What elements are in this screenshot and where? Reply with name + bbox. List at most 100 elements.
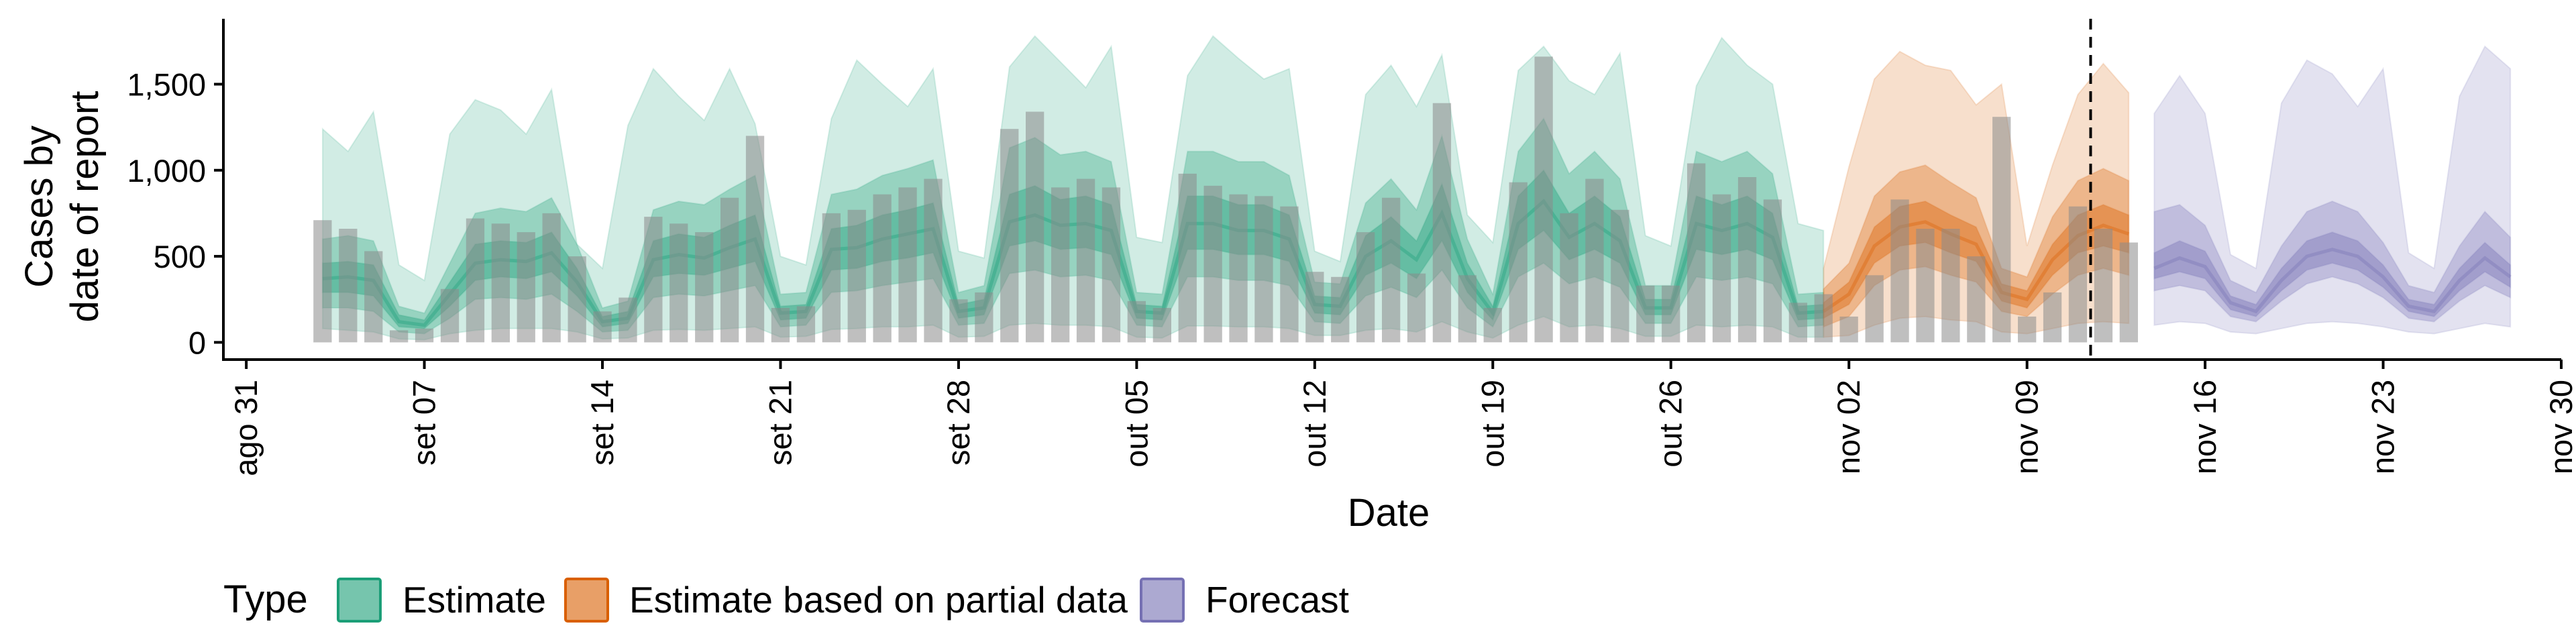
legend-item-partial: Estimate based on partial data <box>564 578 1128 623</box>
bar <box>390 330 409 343</box>
bar <box>1687 163 1706 343</box>
bar <box>1356 232 1375 343</box>
bar <box>2043 292 2062 343</box>
x-tick-label-nov-09: nov 09 <box>2009 380 2045 474</box>
x-tick-label-out-19: out 19 <box>1474 380 1510 468</box>
bar <box>593 311 612 343</box>
x-tick-label-out-12: out 12 <box>1297 380 1332 468</box>
bar <box>568 256 586 343</box>
x-tick-label-set-28: set 28 <box>941 380 976 466</box>
bar <box>440 288 460 343</box>
y-tick-label-500: 500 <box>154 239 206 274</box>
series-forecast <box>2153 45 2512 335</box>
bar <box>822 213 841 343</box>
bar <box>2018 316 2037 343</box>
bar <box>1331 276 1350 343</box>
legend-label-partial: Estimate based on partial data <box>629 579 1128 621</box>
bar <box>1051 187 1070 343</box>
bar <box>771 308 790 343</box>
bar <box>1076 178 1095 343</box>
bar <box>1280 206 1299 343</box>
y-axis-title-line-2: date of report <box>63 91 107 323</box>
forecast-band-90 <box>2153 45 2512 335</box>
x-tick-label-nov-02: nov 02 <box>1831 380 1866 474</box>
bar <box>339 229 358 343</box>
bar <box>2094 229 2113 343</box>
bar <box>1763 199 1782 343</box>
y-axis-title-line-1: Cases by <box>17 125 61 288</box>
bar <box>1534 56 1553 343</box>
legend-label-forecast: Forecast <box>1205 579 1349 621</box>
x-tick-label-set-14: set 14 <box>584 380 620 466</box>
y-ticks: 0 500 1,000 1,500 <box>127 66 223 360</box>
forecast-band-50 <box>2153 200 2512 323</box>
x-tick-label-ago-31: ago 31 <box>228 380 264 476</box>
bar <box>1788 303 1807 343</box>
bar <box>924 178 943 343</box>
bar <box>2119 242 2138 343</box>
bar <box>1305 272 1324 343</box>
legend-title: Type <box>223 578 308 621</box>
bar <box>1000 129 1019 343</box>
bar <box>491 223 510 343</box>
bar <box>1254 196 1273 343</box>
legend-swatch-forecast <box>1140 578 1185 623</box>
bar <box>1941 229 1960 343</box>
observed-bars-layer <box>313 56 2138 343</box>
bar <box>847 209 866 343</box>
bar <box>2068 206 2088 343</box>
y-axis-title: Cases by date of report <box>17 91 107 323</box>
bar <box>1127 301 1146 343</box>
bar <box>542 213 561 343</box>
bar <box>949 299 968 343</box>
bar <box>313 220 332 343</box>
bar <box>1152 308 1171 343</box>
bar <box>1203 185 1222 343</box>
legend-swatch-estimate <box>337 578 382 623</box>
bar <box>1890 199 1909 343</box>
bar <box>1814 294 1833 343</box>
bar <box>873 194 892 343</box>
y-tick-label-0: 0 <box>189 325 206 360</box>
y-tick-label-1000: 1,000 <box>127 153 206 189</box>
x-tick-label-nov-23: nov 23 <box>2365 380 2401 474</box>
legend: Type Estimate Estimate based on partial … <box>223 578 1349 623</box>
bar <box>898 187 917 343</box>
bar <box>1407 273 1426 343</box>
bar <box>1737 177 1757 343</box>
legend-swatch-partial <box>564 578 609 623</box>
x-tick-label-out-26: out 26 <box>1653 380 1688 468</box>
x-tick-label-nov-30: nov 30 <box>2543 380 2576 474</box>
bar <box>745 136 765 343</box>
axes <box>222 19 2561 361</box>
x-ticks: ago 31 set 07 set 14 set 21 set 28 out 05 out … <box>228 360 2576 476</box>
x-tick-label-out-05: out 05 <box>1118 380 1154 468</box>
bar <box>1458 275 1477 343</box>
legend-item-estimate: Estimate <box>337 578 546 623</box>
bar <box>1026 111 1044 343</box>
bar <box>1992 117 2011 343</box>
forecast-band-20 <box>2153 231 2512 318</box>
legend-label-estimate: Estimate <box>402 579 546 621</box>
bar <box>669 223 688 343</box>
bar <box>1432 103 1452 343</box>
bar <box>1382 197 1401 343</box>
bar <box>1229 194 1248 343</box>
bar <box>1483 308 1502 343</box>
bar <box>364 251 383 343</box>
legend-item-forecast: Forecast <box>1140 578 1349 623</box>
x-tick-label-nov-16: nov 16 <box>2187 380 2222 474</box>
x-axis-title: Date <box>1348 491 1430 535</box>
bar <box>1178 173 1197 343</box>
bar <box>1560 213 1578 343</box>
bar <box>1712 194 1731 343</box>
bar <box>695 232 714 343</box>
bar <box>1839 316 1858 343</box>
bar <box>1662 285 1680 343</box>
bar <box>1967 256 1986 343</box>
bar <box>517 232 535 343</box>
bar <box>644 217 663 343</box>
bar <box>720 197 739 343</box>
bar <box>415 328 434 343</box>
bar <box>1585 178 1604 343</box>
